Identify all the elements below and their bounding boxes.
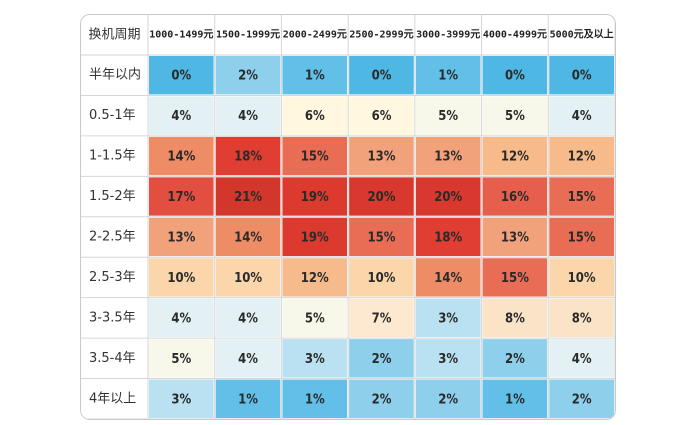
cell-value-label: 2% [372, 352, 392, 367]
cell-value-label: 1% [505, 392, 525, 407]
cell-value-label: 7% [372, 311, 392, 326]
cell-value-label: 18% [434, 231, 462, 246]
cell-value-label: 4% [238, 109, 258, 124]
cell-value-label: 2% [438, 392, 458, 407]
column-header-cell [147, 15, 216, 56]
cell-value-label: 15% [501, 271, 529, 286]
cell-value-label: 15% [301, 150, 329, 165]
cell-value-label: 1% [238, 392, 258, 407]
column-header-label: 5000元及以上 [550, 28, 614, 41]
column-header-label: 2000-2499元 [283, 29, 347, 41]
cell-value-label: 12% [501, 150, 529, 165]
heatmap-cell [347, 296, 416, 340]
cell-value-label: 10% [368, 271, 396, 286]
row-label: 1.5-2年 [89, 189, 136, 204]
cell-value-label: 6% [305, 109, 325, 124]
cell-value-label: 6% [372, 109, 392, 124]
cell-value-label: 12% [568, 150, 596, 165]
heatmap-cell [347, 94, 416, 137]
cell-value-label: 17% [167, 190, 195, 205]
cell-value-label: 15% [568, 190, 596, 205]
cell-value-label: 15% [568, 231, 596, 246]
cell-value-label: 0% [505, 69, 525, 84]
cell-value-label: 16% [501, 190, 529, 205]
row-label: 半年以内 [89, 67, 141, 83]
cell-value-label: 10% [234, 271, 262, 286]
cell-value-label: 2% [238, 69, 258, 84]
row-label: 4年以上 [89, 391, 136, 406]
row-label: 2.5-3年 [89, 270, 136, 285]
cell-value-label: 21% [234, 190, 262, 205]
heatmap-cell [413, 215, 483, 259]
cell-value-label: 1% [305, 69, 325, 84]
cell-value-label: 13% [501, 231, 529, 246]
cell-value-label: 18% [234, 150, 262, 165]
heatmap-cell [213, 215, 283, 259]
cell-value-label: 2% [572, 392, 592, 407]
cell-value-label: 1% [305, 392, 325, 407]
row-header-cell [81, 377, 149, 419]
cell-value-label: 2% [505, 352, 525, 367]
heatmap-svg: 换机周期 1000-1499元 1500-1999元 2000-2499元 2500-2… [81, 15, 615, 419]
cell-value-label: 5% [305, 311, 325, 326]
cell-value-label: 13% [368, 150, 396, 165]
cell-value-label: 1% [438, 69, 458, 84]
heatmap-cell [280, 54, 350, 97]
corner-label: 换机周期 [88, 28, 140, 43]
cell-value-label: 20% [368, 190, 396, 205]
column-header-label: 3000-3999元 [416, 29, 480, 41]
cell-value-label: 13% [167, 231, 195, 246]
cell-value-label: 0% [372, 69, 392, 84]
cell-value-label: 14% [234, 231, 262, 246]
cell-value-label: 10% [568, 271, 596, 286]
cell-value-label: 5% [505, 109, 525, 124]
heatmap-cell [547, 296, 615, 340]
cell-value-label: 4% [171, 311, 191, 326]
cell-value-label: 5% [171, 352, 191, 367]
heatmap-cell [147, 256, 216, 299]
heatmap-cell [347, 175, 416, 218]
cell-value-label: 10% [167, 271, 195, 286]
cell-value-label: 14% [434, 271, 462, 286]
cell-value-label: 0% [572, 69, 592, 84]
cell-value-label: 4% [171, 109, 191, 124]
cell-value-label: 8% [505, 311, 525, 326]
cell-value-label: 4% [572, 109, 592, 124]
cell-value-label: 4% [238, 352, 258, 367]
column-header-label: 1000-1499元 [149, 29, 213, 41]
cell-value-label: 19% [301, 190, 329, 205]
cell-value-label: 3% [438, 311, 458, 326]
cell-value-label: 8% [572, 311, 592, 326]
cell-value-label: 12% [301, 271, 329, 286]
heatmap-table: 换机周期 1000-1499元 1500-1999元 2000-2499元 2500-2… [80, 14, 616, 420]
row-label: 0.5-1年 [89, 108, 136, 123]
cell-value-label: 5% [438, 109, 458, 124]
cell-value-label: 4% [572, 352, 592, 367]
cell-value-label: 3% [305, 352, 325, 367]
cell-value-label: 3% [438, 352, 458, 367]
column-header-label: 1500-1999元 [216, 29, 280, 41]
row-label: 3.5-4年 [89, 351, 136, 366]
row-label: 1-1.5年 [89, 149, 136, 164]
cell-value-label: 20% [434, 190, 462, 205]
row-label: 2-2.5年 [89, 230, 136, 245]
column-header-label: 2500-2999元 [349, 29, 413, 41]
cell-value-label: 19% [301, 231, 329, 246]
cell-value-label: 3% [171, 392, 191, 407]
cell-value-label: 13% [434, 150, 462, 165]
cell-value-label: 4% [238, 311, 258, 326]
column-header-label: 4000-4999元 [483, 29, 547, 41]
row-label: 3-3.5年 [89, 310, 136, 325]
heatmap-cell [413, 296, 483, 340]
cell-value-label: 15% [368, 231, 396, 246]
cell-value-label: 14% [167, 150, 195, 165]
cell-value-label: 2% [372, 392, 392, 407]
row-header-cell [81, 256, 149, 299]
column-header-cell [547, 15, 615, 56]
cell-value-label: 0% [171, 69, 191, 84]
